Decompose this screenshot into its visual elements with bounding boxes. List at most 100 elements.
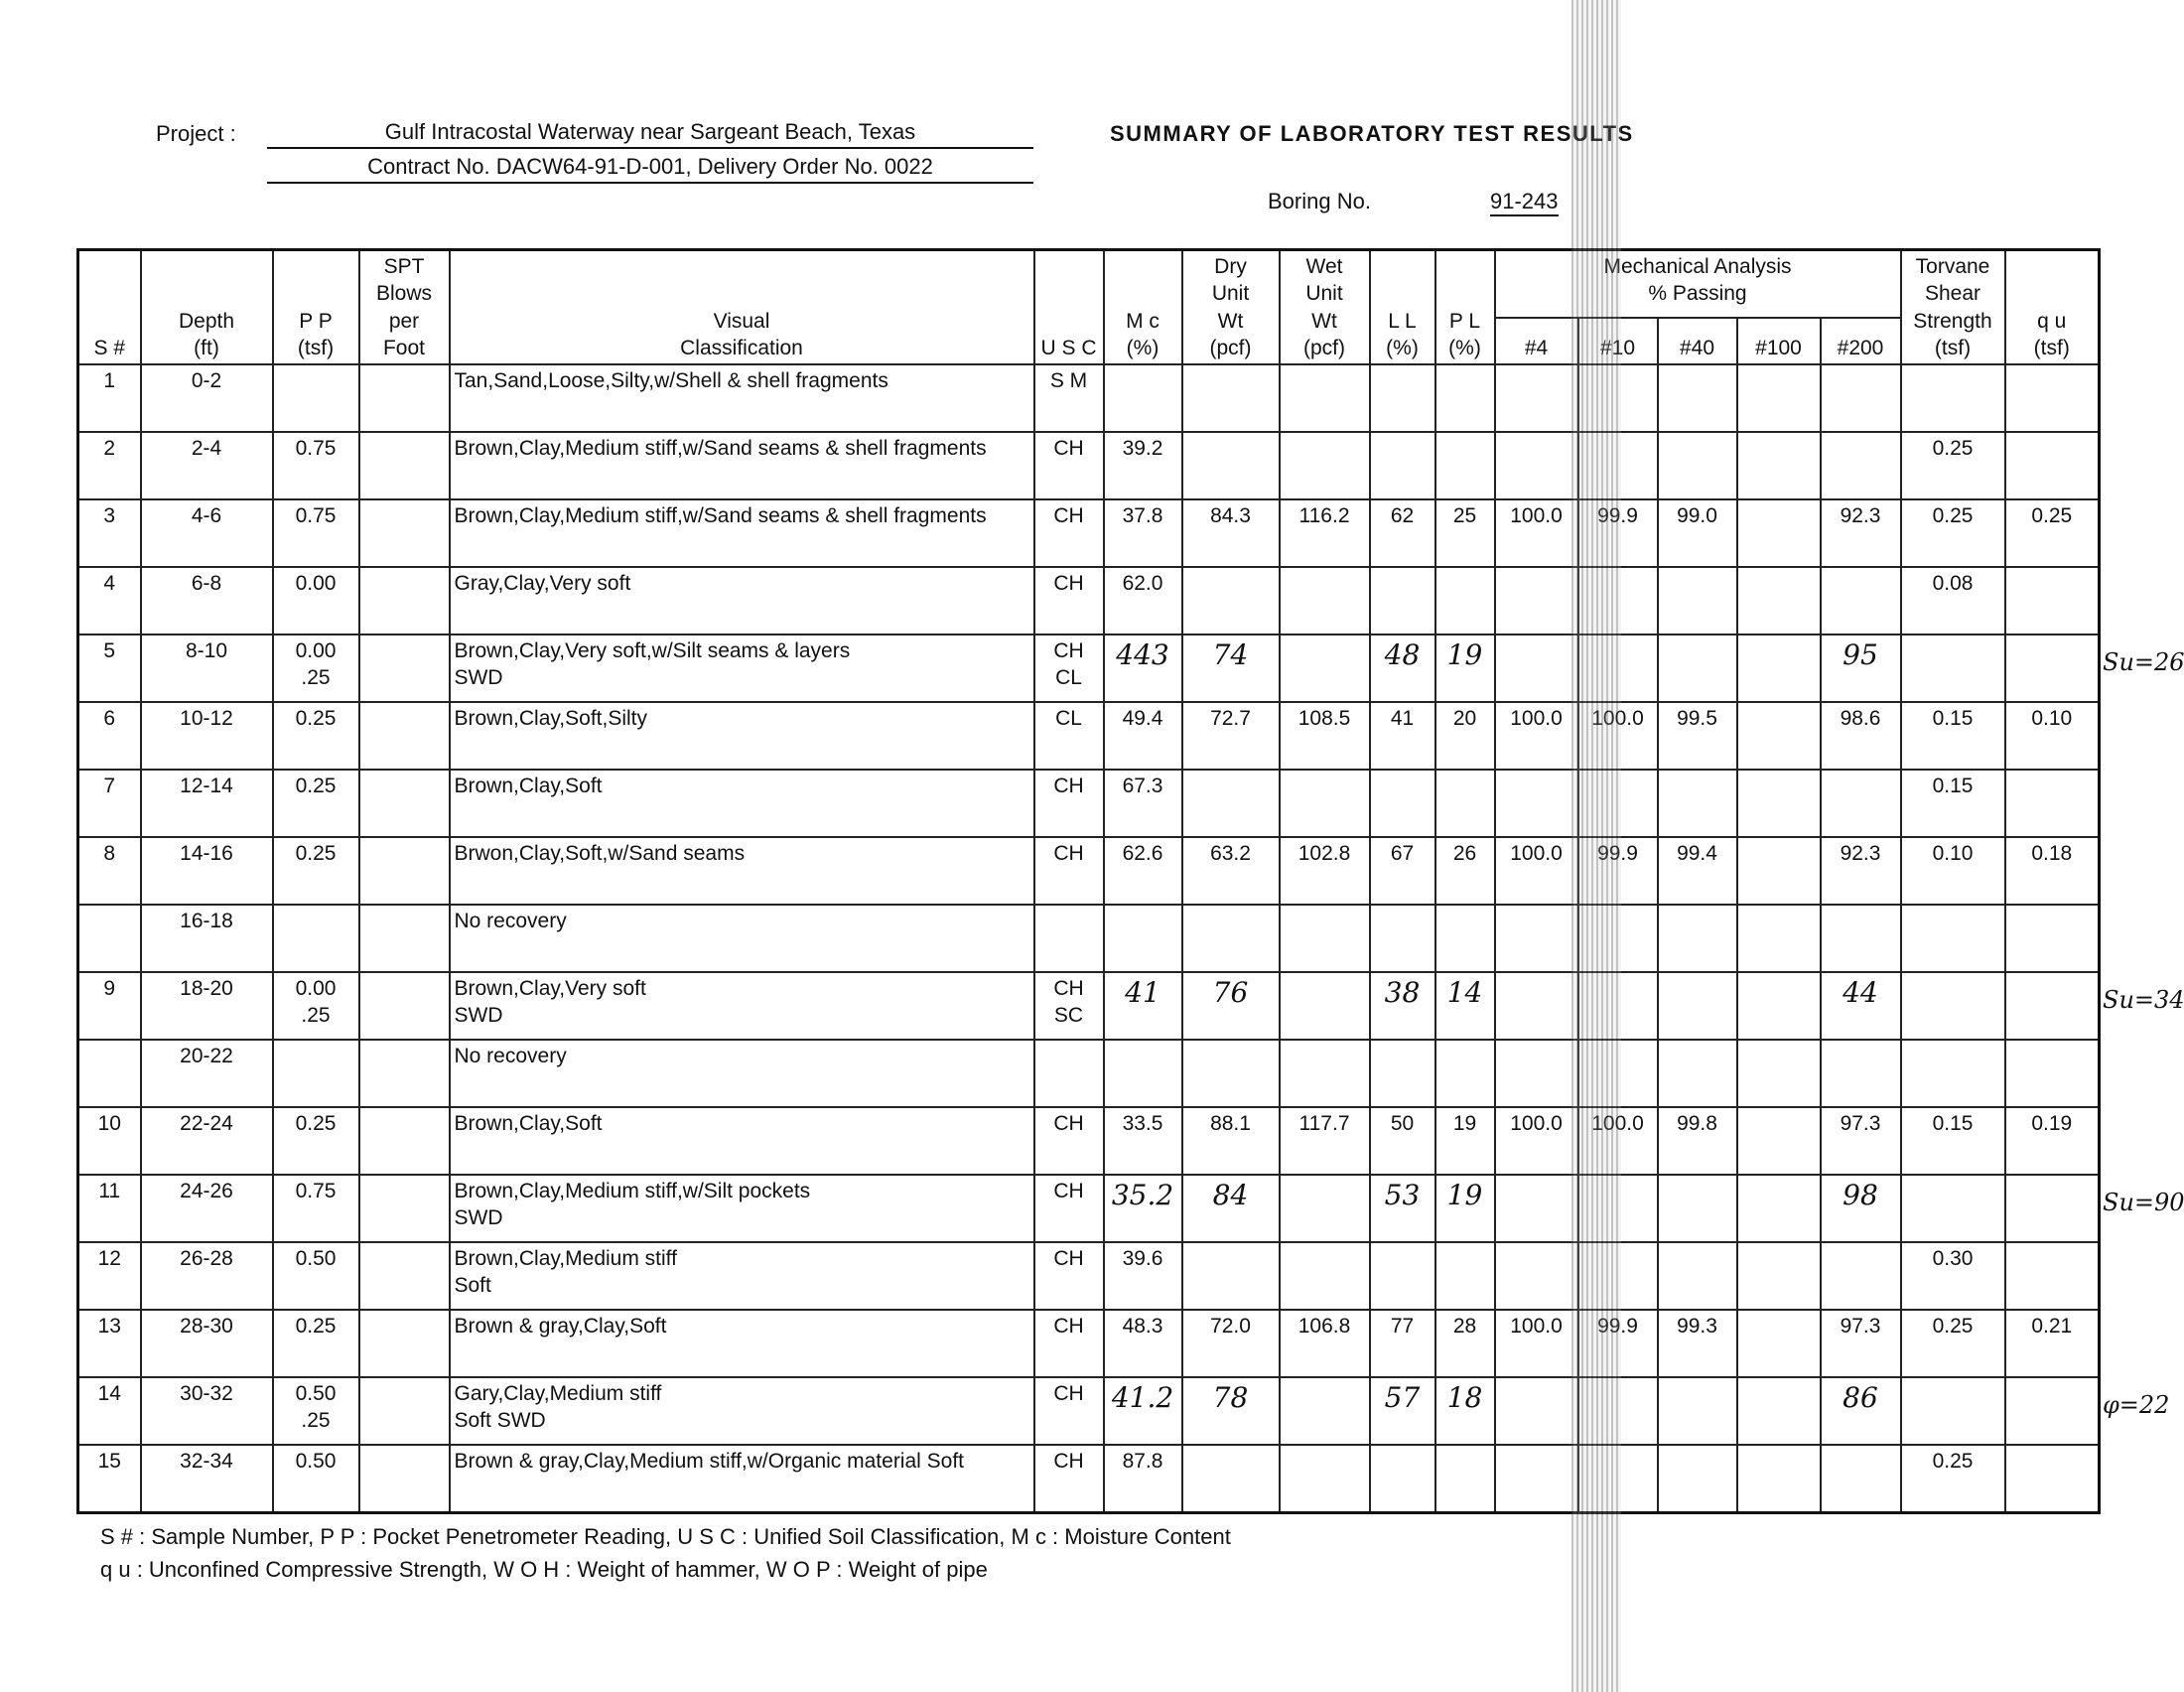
table-cell: CH	[1032, 1309, 1105, 1379]
table-cell: 19	[1433, 1106, 1496, 1177]
sub-column-header: #100	[1735, 316, 1822, 366]
table-cell: 0.25	[271, 701, 360, 772]
column-header: Depth (ft)	[139, 248, 274, 366]
table-cell	[1656, 1376, 1738, 1447]
table-cell: 98.6	[1819, 701, 1902, 772]
table-cell: 0.50	[271, 1241, 360, 1312]
table-cell	[1735, 904, 1822, 974]
table-cell: 0.25	[1899, 431, 2006, 501]
table-cell	[1102, 904, 1183, 974]
column-header: Dry Unit Wt (pcf)	[1180, 248, 1281, 366]
table-cell	[1368, 431, 1436, 501]
table-cell	[1433, 1444, 1496, 1514]
table-cell: 108.5	[1278, 701, 1371, 772]
table-cell	[1656, 769, 1738, 839]
table-cell: 0.15	[1899, 769, 2006, 839]
table-cell	[357, 1376, 451, 1447]
table-cell: CH	[1032, 1444, 1105, 1514]
table-cell: 0.00 .25	[271, 971, 360, 1042]
table-cell	[2003, 1039, 2101, 1109]
table-cell	[357, 1309, 451, 1379]
table-row: 1 0-2 Tan,Sand,Loose,Silty,w/Shell & shell…	[76, 363, 2101, 434]
table-cell: 0.08	[1899, 566, 2006, 636]
classification-cell: Brown,Clay,Soft,Silty	[448, 701, 1035, 772]
table-row: 10 22-24 0.25 Brown,Clay,Soft CH 33.5 88.1 117.…	[76, 1106, 2101, 1177]
table-cell	[1576, 634, 1659, 704]
table-cell	[76, 904, 142, 974]
table-cell	[1576, 1174, 1659, 1244]
table-cell	[357, 431, 451, 501]
table-cell	[1180, 566, 1281, 636]
table-cell: 0.15	[1899, 701, 2006, 772]
table-cell: 10	[76, 1106, 142, 1177]
table-cell: 9	[76, 971, 142, 1042]
table-cell	[1735, 363, 1822, 434]
table-cell	[1656, 431, 1738, 501]
table-row: 20-22 No recovery	[76, 1039, 2101, 1109]
table-row: 15 32-34 0.50 Brown & gray,Clay,Medium stif…	[76, 1444, 2101, 1514]
table-cell: 99.4	[1656, 836, 1738, 907]
column-header: S #	[76, 248, 142, 366]
classification-cell: Brwon,Clay,Soft,w/Sand seams	[448, 836, 1035, 907]
table-cell	[1735, 1444, 1822, 1514]
table-cell: 26-28	[139, 1241, 274, 1312]
table-cell: 48	[1368, 634, 1436, 704]
table-cell	[2003, 1174, 2101, 1244]
table-cell: 0.25	[1899, 1309, 2006, 1379]
table-cell	[357, 836, 451, 907]
table-cell: 41	[1102, 971, 1183, 1042]
sub-column-header: #200	[1819, 316, 1902, 366]
table-cell: CH	[1032, 431, 1105, 501]
table-row: 6 10-12 0.25 Brown,Clay,Soft,Silty CL 49.4 72.…	[76, 701, 2101, 772]
table-row: 11 24-26 0.75 Brown,Clay,Medium stiff,w/Sil…	[76, 1174, 2101, 1244]
table-cell: 30-32	[139, 1376, 274, 1447]
table-cell	[1493, 971, 1579, 1042]
table-cell	[1433, 769, 1496, 839]
table-cell	[1102, 363, 1183, 434]
classification-cell: Brown,Clay,Medium stiff,w/Silt pockets S…	[448, 1174, 1035, 1244]
table-cell: 7	[76, 769, 142, 839]
table-cell	[1278, 634, 1371, 704]
table-cell	[271, 1039, 360, 1109]
table-cell: 28	[1433, 1309, 1496, 1379]
table-row: 3 4-6 0.75 Brown,Clay,Medium stiff,w/Sand s…	[76, 498, 2101, 569]
table-cell	[357, 1106, 451, 1177]
project-name: Gulf Intracostal Waterway near Sargeant …	[267, 119, 1033, 149]
table-cell	[271, 363, 360, 434]
table-cell: 98	[1819, 1174, 1902, 1244]
table-cell: 12-14	[139, 769, 274, 839]
table-cell	[1735, 1241, 1822, 1312]
table-cell: 20	[1433, 701, 1496, 772]
table-cell: 0.25	[271, 1309, 360, 1379]
table-cell: 100.0	[1576, 1106, 1659, 1177]
table-cell: 0.25	[1899, 498, 2006, 569]
table-cell	[357, 1444, 451, 1514]
table-cell: CH	[1032, 1174, 1105, 1244]
table-cell	[1493, 1174, 1579, 1244]
table-cell: 100.0	[1493, 1106, 1579, 1177]
classification-cell: No recovery	[448, 904, 1035, 974]
table-cell	[2003, 769, 2101, 839]
table-cell: 0-2	[139, 363, 274, 434]
table-cell	[1278, 971, 1371, 1042]
table-cell	[1576, 363, 1659, 434]
table-cell	[2003, 431, 2101, 501]
table-cell: 0.25	[271, 1106, 360, 1177]
table-cell	[1735, 769, 1822, 839]
classification-cell: Brown & gray,Clay,Soft	[448, 1309, 1035, 1379]
table-row: 9 18-20 0.00 .25 Brown,Clay,Very soft SWD CH…	[76, 971, 2101, 1042]
column-header: Torvane Shear Strength (tsf)	[1899, 248, 2006, 366]
table-cell	[1735, 431, 1822, 501]
table-cell	[1493, 363, 1579, 434]
boring-label: Boring No.	[1268, 189, 1371, 213]
table-cell: 35.2	[1102, 1174, 1183, 1244]
table-cell	[357, 363, 451, 434]
classification-cell: Tan,Sand,Loose,Silty,w/Shell & shell fra…	[448, 363, 1035, 434]
sub-column-header: #40	[1656, 316, 1738, 366]
table-cell	[1576, 566, 1659, 636]
table-cell: 99.5	[1656, 701, 1738, 772]
table-cell: CH	[1032, 1241, 1105, 1312]
table-cell: 41	[1368, 701, 1436, 772]
table-cell: CH	[1032, 836, 1105, 907]
table-cell: 100.0	[1493, 1309, 1579, 1379]
